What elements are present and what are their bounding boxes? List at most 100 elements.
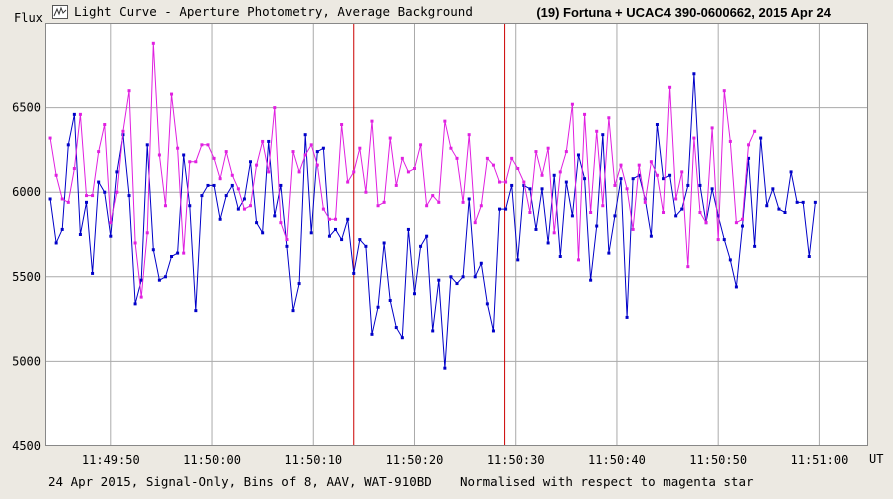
magenta-data-point [224, 150, 228, 154]
blue-data-point [552, 173, 556, 177]
blue-data-point [127, 194, 131, 198]
blue-data-point [722, 238, 726, 242]
blue-data-point [710, 187, 714, 191]
magenta-data-point [479, 204, 483, 208]
magenta-data-point [522, 180, 526, 184]
magenta-data-point [346, 180, 350, 184]
blue-data-point [412, 292, 416, 296]
blue-data-point [85, 200, 89, 204]
blue-data-point [97, 180, 101, 184]
observation-note: 24 Apr 2015, Signal-Only, Bins of 8, AAV… [48, 474, 432, 489]
magenta-data-point [461, 200, 465, 204]
blue-data-point [674, 214, 678, 218]
magenta-data-point [619, 163, 623, 167]
blue-data-point [740, 224, 744, 228]
blue-data-point [170, 254, 174, 258]
blue-data-point [163, 275, 167, 279]
blue-data-point [686, 183, 690, 187]
y-tick-label: 6000 [12, 185, 41, 199]
magenta-data-point [212, 156, 216, 160]
magenta-data-point [273, 106, 277, 110]
magenta-data-point [297, 170, 301, 174]
x-tick-label: 11:50:40 [588, 453, 646, 467]
blue-data-point [66, 143, 70, 147]
blue-data-point [212, 183, 216, 187]
magenta-data-point [613, 183, 617, 187]
magenta-data-point [78, 112, 82, 116]
magenta-data-point [109, 221, 113, 225]
blue-data-point [783, 211, 787, 215]
blue-data-point [388, 298, 392, 302]
magenta-data-point [516, 167, 520, 171]
x-tick-label: 11:50:30 [487, 453, 545, 467]
magenta-data-point [698, 211, 702, 215]
magenta-data-point [528, 211, 532, 215]
blue-data-point [194, 309, 198, 313]
blue-data-point [151, 248, 155, 252]
magenta-data-point [60, 197, 64, 201]
blue-data-point [248, 160, 252, 164]
y-tick-label: 6500 [12, 101, 41, 115]
magenta-data-point [570, 102, 574, 106]
blue-data-point [315, 150, 319, 154]
blue-data-point [346, 217, 350, 221]
magenta-data-point [607, 116, 611, 120]
blue-data-point [734, 285, 738, 289]
magenta-data-point [176, 146, 180, 150]
magenta-data-point [364, 190, 368, 194]
blue-data-point [747, 156, 751, 160]
blue-data-point [534, 227, 538, 231]
magenta-data-point [376, 204, 380, 208]
magenta-data-point [151, 41, 155, 45]
magenta-data-point [285, 238, 289, 242]
blue-data-point [655, 123, 659, 127]
blue-data-point [54, 241, 58, 245]
y-tick-label: 5500 [12, 270, 41, 284]
blue-data-point [224, 194, 228, 198]
blue-data-point [613, 214, 617, 218]
blue-data-point [625, 315, 629, 319]
magenta-data-point [97, 150, 101, 154]
magenta-data-point [242, 207, 246, 211]
blue-data-point [479, 261, 483, 265]
x-tick-label: 11:50:10 [284, 453, 342, 467]
magenta-data-point [139, 295, 143, 299]
magenta-data-point [601, 204, 605, 208]
blue-data-point [680, 207, 684, 211]
blue-data-point [297, 282, 301, 286]
blue-data-point [546, 241, 550, 245]
magenta-data-point [54, 173, 58, 177]
magenta-data-point [406, 170, 410, 174]
magenta-data-point [473, 221, 477, 225]
blue-data-point [279, 183, 283, 187]
blue-data-point [728, 258, 732, 262]
blue-data-point [370, 332, 374, 336]
magenta-data-point [279, 221, 283, 225]
magenta-data-point [327, 217, 331, 221]
magenta-data-point [309, 143, 313, 147]
blue-data-point [109, 234, 113, 238]
blue-data-point [443, 366, 447, 370]
magenta-data-point [753, 129, 757, 133]
blue-data-point [583, 177, 587, 181]
blue-data-point [576, 153, 580, 157]
blue-data-point [115, 170, 119, 174]
blue-data-point [637, 173, 641, 177]
blue-data-point [455, 282, 459, 286]
magenta-data-point [564, 150, 568, 154]
blue-data-point [285, 244, 289, 248]
magenta-data-point [352, 170, 356, 174]
blue-data-point [376, 305, 380, 309]
magenta-data-point [230, 173, 234, 177]
magenta-data-point [552, 231, 556, 235]
magenta-data-point [303, 153, 307, 157]
magenta-data-point [504, 180, 508, 184]
blue-data-point [789, 170, 793, 174]
normalisation-note: Normalised with respect to magenta star [460, 474, 754, 489]
blue-data-point [589, 278, 593, 282]
magenta-data-point [248, 204, 252, 208]
blue-data-point [595, 224, 599, 228]
magenta-data-point [388, 136, 392, 140]
plot-area [45, 23, 868, 446]
magenta-data-point [48, 136, 52, 140]
